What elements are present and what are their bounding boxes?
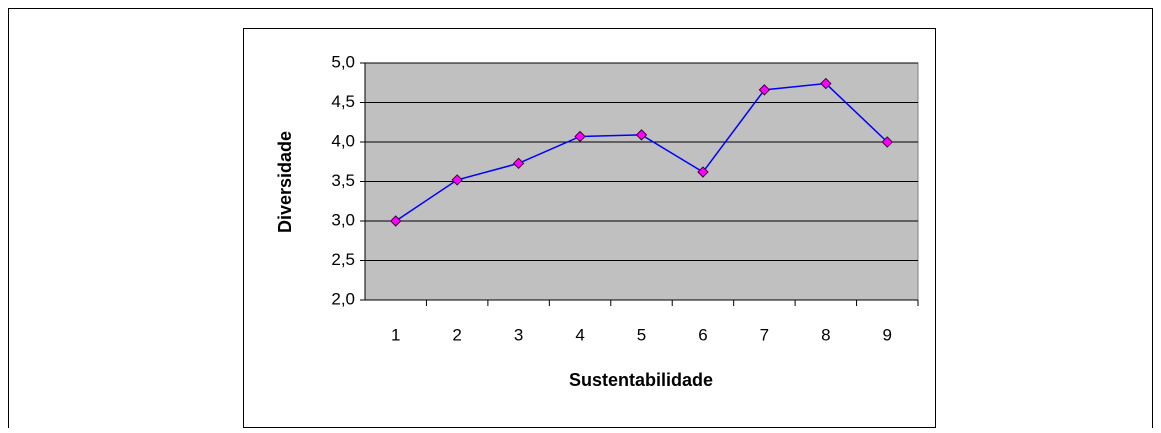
y-tick-label: 2,5	[331, 250, 355, 269]
x-tick-label: 3	[514, 325, 523, 344]
x-tick-label: 8	[821, 325, 830, 344]
y-tick-label: 5,0	[331, 52, 355, 71]
y-tick-label: 4,0	[331, 131, 355, 150]
y-tick-label: 2,0	[331, 289, 355, 308]
x-tick-label: 1	[391, 325, 400, 344]
x-tick-label: 2	[452, 325, 461, 344]
marker	[390, 215, 402, 227]
y-axis-title: Diversidade	[275, 131, 295, 233]
marker	[574, 130, 586, 143]
marker	[635, 129, 648, 141]
x-tick-label: 9	[883, 325, 892, 344]
marker	[758, 84, 771, 96]
marker	[820, 77, 832, 90]
x-tick-label: 7	[760, 325, 769, 344]
marker	[512, 157, 525, 170]
marker	[881, 136, 893, 148]
x-tick-label: 6	[698, 325, 707, 344]
marker	[451, 174, 463, 186]
marker	[697, 166, 709, 178]
y-tick-label: 3,0	[331, 210, 355, 229]
x-tick-label: 5	[637, 325, 646, 344]
y-tick-label: 3,5	[331, 171, 355, 190]
page-frame	[8, 8, 1153, 428]
x-tick-label: 4	[575, 325, 584, 344]
x-axis-title: Sustentabilidade	[569, 370, 713, 390]
y-tick-label: 4,5	[331, 92, 355, 111]
